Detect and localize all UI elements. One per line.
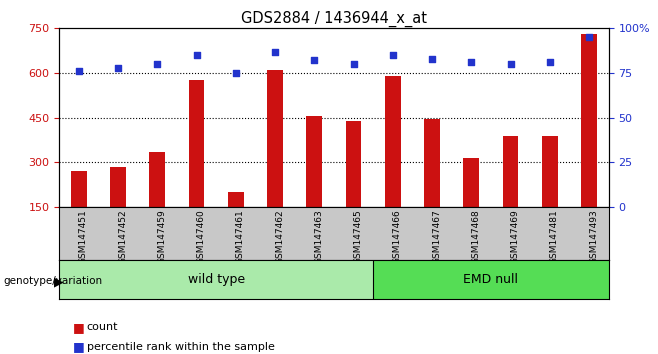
Text: GSM147493: GSM147493 [589, 210, 598, 264]
Bar [267, 70, 283, 207]
Point [348, 61, 359, 67]
Text: ■: ■ [72, 341, 84, 353]
Point [466, 59, 476, 65]
Point [545, 59, 555, 65]
Text: GSM147452: GSM147452 [118, 210, 127, 264]
Bar [463, 158, 479, 207]
Bar [503, 136, 519, 207]
Text: GSM147459: GSM147459 [157, 210, 166, 264]
Point [270, 49, 280, 55]
Text: GSM147468: GSM147468 [471, 210, 480, 264]
Bar [345, 121, 361, 207]
Text: GSM147462: GSM147462 [275, 210, 284, 264]
Bar [373, 260, 609, 299]
Point [427, 56, 438, 62]
Bar [71, 171, 87, 207]
Text: genotype/variation: genotype/variation [3, 276, 103, 286]
Text: GSM147460: GSM147460 [197, 210, 205, 264]
Point [505, 61, 516, 67]
Bar [189, 80, 205, 207]
Point [152, 61, 163, 67]
Point [230, 70, 241, 76]
Text: GSM147466: GSM147466 [393, 210, 402, 264]
Point [113, 65, 123, 70]
Bar [149, 152, 165, 207]
Text: ■: ■ [72, 321, 84, 334]
Title: GDS2884 / 1436944_x_at: GDS2884 / 1436944_x_at [241, 11, 427, 27]
Point [584, 34, 594, 40]
Point [74, 68, 84, 74]
Bar [385, 76, 401, 207]
Bar [581, 34, 597, 207]
Text: GSM147463: GSM147463 [315, 210, 323, 264]
Point [388, 52, 398, 58]
Point [309, 58, 320, 63]
Point [191, 52, 202, 58]
Text: count: count [87, 322, 118, 332]
Text: GSM147467: GSM147467 [432, 210, 441, 264]
Bar [228, 192, 243, 207]
Text: GSM147451: GSM147451 [79, 210, 88, 264]
Text: GSM147465: GSM147465 [353, 210, 363, 264]
Bar [307, 116, 322, 207]
Text: percentile rank within the sample: percentile rank within the sample [87, 342, 275, 352]
Text: GSM147481: GSM147481 [550, 210, 559, 264]
Text: EMD null: EMD null [463, 273, 519, 286]
Text: wild type: wild type [188, 273, 245, 286]
Bar [542, 136, 557, 207]
Text: GSM147469: GSM147469 [511, 210, 520, 264]
Bar [424, 119, 440, 207]
Text: GSM147461: GSM147461 [236, 210, 245, 264]
Bar [111, 167, 126, 207]
Text: ▶: ▶ [54, 275, 64, 288]
